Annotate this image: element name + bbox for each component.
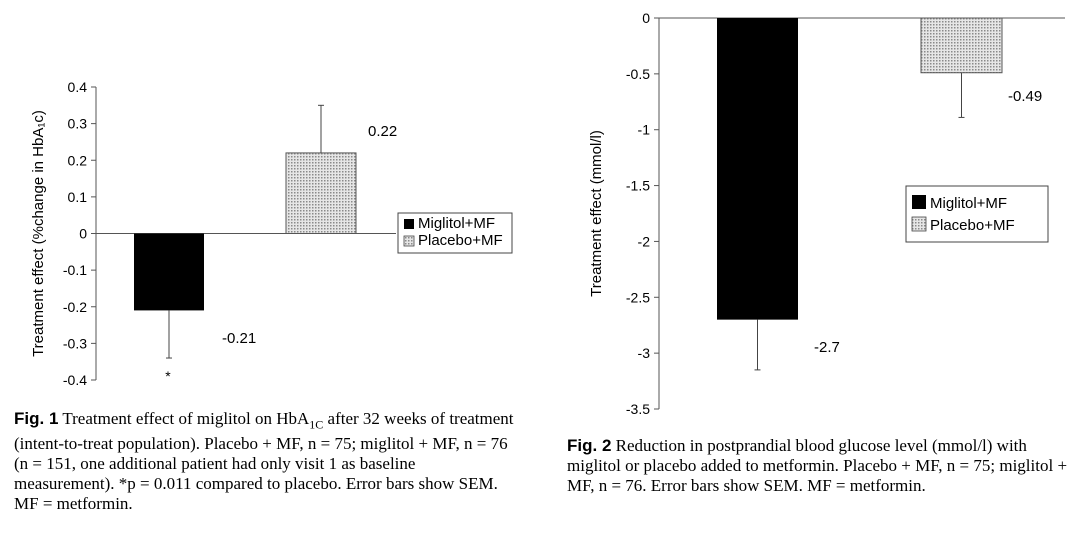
fig1-legend-box xyxy=(397,212,513,254)
fig2-legend-label: Placebo+MF xyxy=(930,217,1015,234)
fig2-legend-label: Miglitol+MF xyxy=(930,195,1007,212)
figure-1-caption: Fig. 1 Treatment effect of miglitol on H… xyxy=(14,409,519,514)
fig2-y-tick-label: 0 xyxy=(642,10,650,26)
fig1-y-tick-label: 0.3 xyxy=(68,116,88,132)
fig1-legend-label: Placebo+MF xyxy=(418,232,503,249)
fig1-bar-placebo xyxy=(285,152,357,234)
fig2-value-label: -0.49 xyxy=(1008,88,1042,105)
fig2-bar-placebo xyxy=(920,17,1003,74)
figure-1-caption-text-a: Treatment effect of miglitol on HbA xyxy=(58,409,310,428)
fig2-y-tick-label: -1.5 xyxy=(626,178,650,194)
fig1-bar-miglitol xyxy=(134,233,204,311)
fig1-value-label: 0.22 xyxy=(368,123,397,140)
fig2-y-tick-label: -0.5 xyxy=(626,66,650,82)
figure-1-chart: 0.4 0.3 0.2 0.1 0 -0.1 -0.2 -0.3 -0.4 Treatment e… xyxy=(30,79,513,388)
fig2-y-tick-label: -1 xyxy=(638,122,651,138)
fig2-y-axis-label: Treatment effect (mmol/l) xyxy=(588,130,605,297)
figure-2-caption: Fig. 2 Reduction in postprandial blood g… xyxy=(567,436,1072,496)
fig2-y-tick-label: -2.5 xyxy=(626,289,650,305)
figure-1-number: Fig. 1 xyxy=(14,409,59,428)
fig1-y-tick-label: 0.4 xyxy=(68,79,88,95)
figure-2-caption-text: Reduction in postprandial blood glucose … xyxy=(567,436,1068,495)
fig2-legend-swatch xyxy=(911,216,927,232)
fig2-bar-miglitol xyxy=(717,18,798,320)
fig2-y-tick-label: -3 xyxy=(638,345,651,361)
figure-1-caption-text-b: after 32 weeks of treatment (intent-to-t… xyxy=(14,409,514,514)
figure-2-number: Fig. 2 xyxy=(567,436,612,455)
fig1-y-tick-label: -0.3 xyxy=(63,335,87,351)
fig1-y-tick-label: -0.4 xyxy=(63,372,87,388)
fig1-y-tick-label: -0.1 xyxy=(63,262,87,278)
fig1-legend-label: Miglitol+MF xyxy=(418,215,495,232)
figure-2: 0 -0.5 -1 -1.5 -2 -2.5 -3 -3.5 Treatment effect … xyxy=(540,0,1080,536)
fig2-legend-box xyxy=(905,185,1049,243)
figure-1: 0.4 0.3 0.2 0.1 0 -0.1 -0.2 -0.3 -0.4 Treatment e… xyxy=(30,79,513,388)
fig1-y-tick-label: -0.2 xyxy=(63,299,87,315)
fig2-legend-swatch xyxy=(912,195,926,209)
fig2-y-tick-label: -3.5 xyxy=(626,401,650,417)
figure-2-chart: 0 -0.5 -1 -1.5 -2 -2.5 -3 -3.5 Treatment effect … xyxy=(588,10,1065,417)
fig1-y-tick-label: 0 xyxy=(79,226,87,242)
fig1-y-tick-label: 0.2 xyxy=(68,152,88,168)
fig1-y-tick-label: 0.1 xyxy=(68,189,88,205)
fig1-legend-swatch xyxy=(403,235,415,247)
fig1-significance-marker: * xyxy=(165,368,171,384)
fig1-legend-swatch xyxy=(404,219,414,229)
fig2-y-tick-label: -2 xyxy=(638,233,651,249)
fig2-value-label: -2.7 xyxy=(814,339,840,356)
figure-1-caption-subscript: 1C xyxy=(309,417,324,432)
fig1-y-axis-label: Treatment effect (%change in HbA₁c) xyxy=(30,110,47,357)
fig1-value-label: -0.21 xyxy=(222,330,256,347)
